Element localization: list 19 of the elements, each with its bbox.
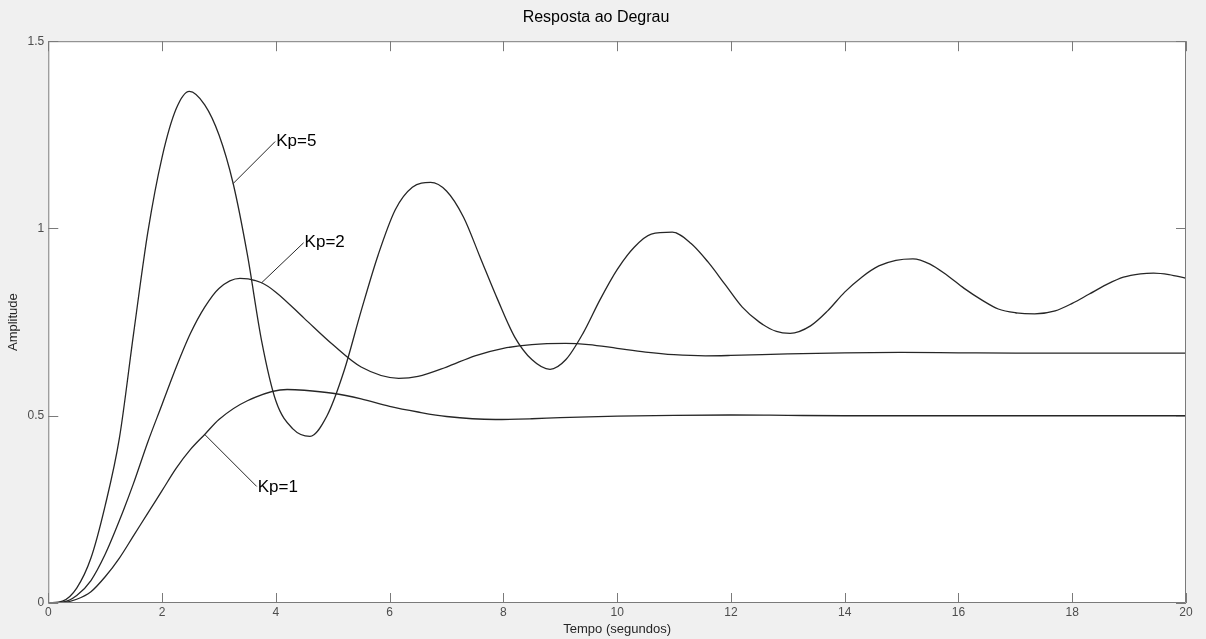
x-tick-label: 6 [386,604,394,619]
chart-title: Resposta ao Degrau [522,8,670,26]
x-tick-label: 12 [724,604,738,619]
y-tick-label: 1 [37,220,45,235]
y-axis-title: Amplitude [5,293,21,352]
x-tick-label: 10 [610,604,625,619]
annotation: Kp=1 [257,476,298,496]
annotation: Kp=5 [276,130,317,150]
x-tick-label: 20 [1179,604,1193,619]
annotation: Kp=2 [304,231,345,251]
x-axis-title: Tempo (segundos) [563,620,671,636]
y-tick-label: 0.5 [27,408,45,423]
x-tick-label: 16 [951,604,966,619]
y-tick-label: 1.5 [27,33,45,48]
x-tick-label: 8 [500,604,508,619]
x-tick-label: 18 [1065,604,1080,619]
x-tick-label: 14 [838,604,852,619]
x-tick-label: 4 [272,604,280,619]
x-tick-label: 2 [158,604,166,619]
